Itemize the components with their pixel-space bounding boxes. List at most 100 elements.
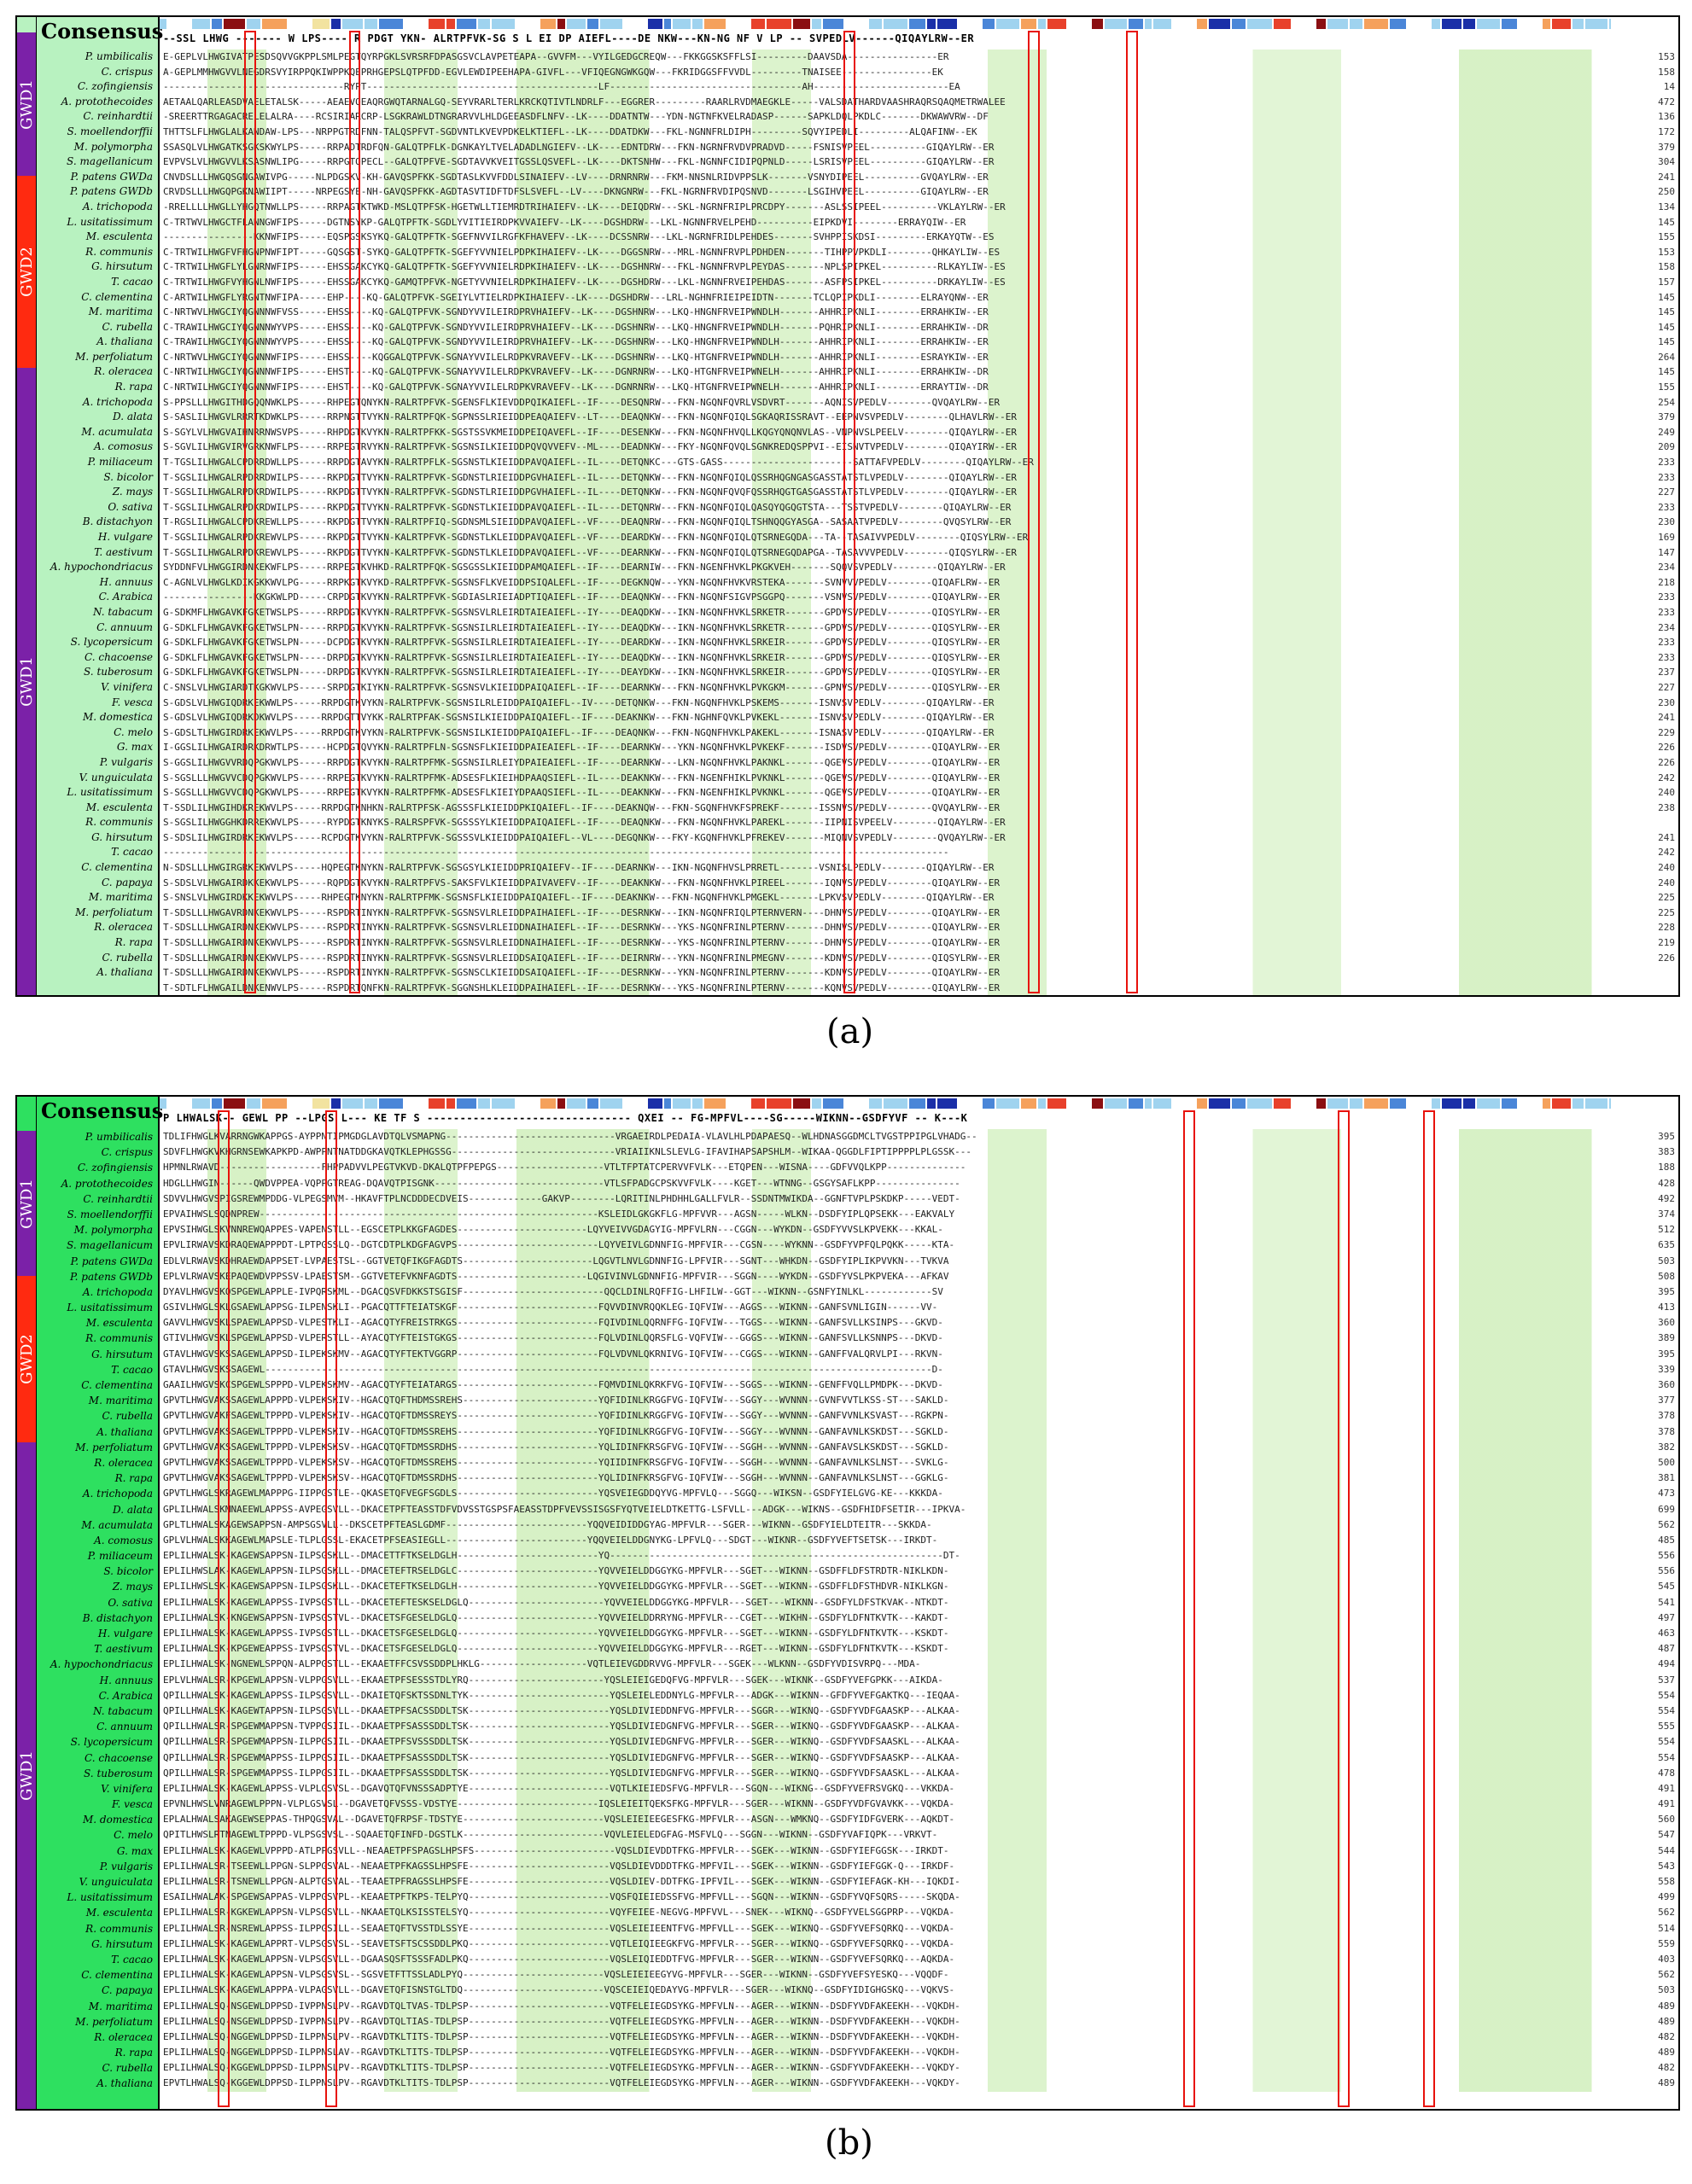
- conservation-segment: [812, 19, 821, 29]
- end-position: 209: [1658, 441, 1675, 453]
- end-position: 559: [1658, 1937, 1675, 1949]
- sequence-row: C-NRTWVLHWGCIYQGNNNWFIPS-----EHSS----KQG…: [163, 349, 1636, 365]
- species-name: P. umbilicalis: [85, 1131, 153, 1143]
- conservation-segment: [909, 1098, 925, 1109]
- species-name: R. communis: [85, 245, 153, 258]
- conservation-segment: [927, 1098, 936, 1109]
- conservation-segment: [869, 19, 882, 29]
- conservation-segment: [704, 19, 726, 29]
- species-name: M. maritima: [88, 306, 153, 318]
- species-name: V. unguiculata: [79, 1876, 153, 1888]
- conservation-segment: [648, 1098, 662, 1109]
- conservation-segment: [812, 1098, 821, 1109]
- conservation-segment: [823, 1098, 843, 1109]
- species-name: R. rapa: [114, 1472, 153, 1485]
- sequence-row: EPLVLRWAVSKEPAQEWDVPPSSV-LPAESTSM--GGTVE…: [163, 1268, 1636, 1284]
- conservation-segment: [446, 19, 455, 29]
- sequence-row: C-NRTWILHWGCIYQGNNNWFIPS-----EHST----KQ-…: [163, 380, 1636, 395]
- species-list: P. umbilicalis C. crispus C. zofingiensis A…: [50, 50, 153, 981]
- end-position: 478: [1658, 1767, 1675, 1779]
- conservation-segment: [1129, 19, 1143, 29]
- species-name: S. magellanicum: [67, 1239, 153, 1252]
- species-name: M. perfoliatum: [75, 906, 153, 918]
- sequence-row: T-SSDLILHWGIHDKREKWVLPS-----RRPDGTKNHKN-…: [163, 800, 1636, 816]
- sequence-row: C-ARTWILHWGFLYRGNTNWFIPA-----EHP----KQ-G…: [163, 289, 1636, 306]
- conservation-segment: [664, 1098, 671, 1109]
- sequence-row: C-TRTWILHWGFLYLGNRNWFIPS-----EHSSGAKCYKQ…: [163, 259, 1636, 275]
- group-bar-gwd1-lower: [17, 1442, 37, 2109]
- species-name: S. bicolor: [103, 1565, 153, 1578]
- conservation-segment: [823, 19, 843, 29]
- end-position: 472: [1658, 96, 1675, 108]
- end-position: 155: [1658, 231, 1675, 243]
- species-name: V. unguiculata: [79, 771, 153, 783]
- sequence-row: G-SDKLFLHWGAVKFGKETWSLPN-----DCPDGTKVYKN…: [163, 635, 1636, 650]
- end-position: 230: [1658, 516, 1675, 528]
- sequence-row: C-TRAWILHWGCIYQGNNNWYVPS-----EHSS----KQ-…: [163, 335, 1636, 350]
- sequence-row: CNVDSLLLHWGQSGNGAWIVPG-----NLPDGSKV-KH-G…: [163, 169, 1636, 185]
- conservation-segment: [331, 1098, 341, 1109]
- sequence-row: T-SDSLLLHWGAIRDNKEKWVLPS-----RSPDRTINYKN…: [163, 950, 1636, 966]
- sequence-row: G-SDKLFLHWGAVKFGKETWSLPN-----DRPDGTKVYKN…: [163, 665, 1636, 680]
- end-position: 395: [1658, 1348, 1675, 1360]
- end-position: 219: [1658, 937, 1675, 949]
- conservation-segment: [983, 19, 995, 29]
- species-name: M. domestica: [83, 1814, 153, 1826]
- species-name: H. vulgare: [97, 531, 153, 543]
- conserved-site-box: [1183, 1110, 1195, 2107]
- species-name: M. esculenta: [85, 1317, 153, 1330]
- conservation-segment: [600, 19, 622, 29]
- species-name: S. tuberosum: [84, 1767, 153, 1779]
- end-position: 554: [1658, 1751, 1675, 1763]
- group-label-gwd1-lower: GWD1: [17, 1750, 36, 1801]
- species-name: R. communis: [85, 816, 153, 829]
- sequence-row: T-SDSLLLHWGAIRDNKEKWVLPS-----RSPDRTINYKN…: [163, 965, 1636, 981]
- conservation-segment: [1572, 19, 1584, 29]
- sequence-row: QPILLHWALSK-KAGEWLAPPSS-ILPSGSVLL--DKAIE…: [163, 1687, 1636, 1704]
- conservation-segment: [1442, 1098, 1462, 1109]
- conservation-segment: [1502, 19, 1517, 29]
- species-name: C. crispus: [101, 1146, 153, 1159]
- end-position: 241: [1658, 831, 1675, 843]
- sequence-row: C-TRTWVLHWGCTFLANNGWFIPS-----DGTNSYKP-GA…: [163, 214, 1636, 230]
- end-position: 489: [1658, 2015, 1675, 2027]
- conservation-segment: [331, 19, 341, 29]
- end-position: 491: [1658, 1798, 1675, 1810]
- species-name: F. vesca: [112, 1798, 153, 1811]
- conservation-segment: [379, 19, 403, 29]
- sequence-row: GPLTLHWALSKAGEWSAPPSN-AMPSGSVLL--DKSCETP…: [163, 1517, 1636, 1533]
- sequence-row: EPLILHWALSK-KAGEWLAPPSS-IVPSGSTLL--DKACE…: [163, 1594, 1636, 1610]
- species-name: M. acumulata: [81, 425, 153, 438]
- end-position: 339: [1658, 1363, 1675, 1375]
- end-position: 491: [1658, 1782, 1675, 1794]
- species-name: B. distachyon: [82, 1611, 153, 1624]
- species-name: C. papaya: [102, 876, 153, 888]
- end-position: 497: [1658, 1611, 1675, 1623]
- end-position: 254: [1658, 396, 1675, 408]
- end-position: 360: [1658, 1379, 1675, 1390]
- species-name: A. protothecoides: [61, 95, 153, 108]
- conservation-segment: [1092, 1098, 1103, 1109]
- end-position-numbers: 153 158 14 472 136 172 379 304 241 250 134 145 155 15…: [1637, 50, 1675, 965]
- species-name: M. polymorpha: [73, 1224, 153, 1237]
- end-position: 153: [1658, 51, 1675, 62]
- conservation-segment: [224, 1098, 245, 1109]
- species-name: C. Arabica: [98, 591, 153, 603]
- end-position: 233: [1658, 637, 1675, 649]
- end-position: 230: [1658, 696, 1675, 708]
- conservation-segment: [1477, 1098, 1500, 1109]
- conservation-segment: [996, 1098, 1019, 1109]
- sequence-row: EPLILHWALSQ-KGGEWLDPPSD-ILPPNSLPV--RGAVD…: [163, 2060, 1636, 2076]
- conservation-segment: [937, 19, 957, 29]
- end-position: 225: [1658, 906, 1675, 918]
- sequence-row: S-SNSLVLHWGIRDKKEKWVLPS-----RHPEGTKNYKN-…: [163, 890, 1636, 906]
- panel-label-b: (b): [825, 2123, 873, 2163]
- end-position: 403: [1658, 1953, 1675, 1965]
- species-name: T. cacao: [111, 1363, 153, 1376]
- species-name: A. thaliana: [96, 335, 153, 348]
- sequence-row: S-SGYLVLHWGVAIHNRRNWSVPS-----RHPDGTKVYKN…: [163, 424, 1636, 440]
- sequence-row: T-TGSLILHWGALCPDRRDWLLPS-----RRPDGTAVYKN…: [163, 455, 1636, 470]
- sequence-row: EPLILHWALSK-KPGEWEAPPSS-IVPSGSTVL--DKACE…: [163, 1641, 1636, 1657]
- species-name: R. rapa: [114, 936, 153, 949]
- end-position: 233: [1658, 651, 1675, 663]
